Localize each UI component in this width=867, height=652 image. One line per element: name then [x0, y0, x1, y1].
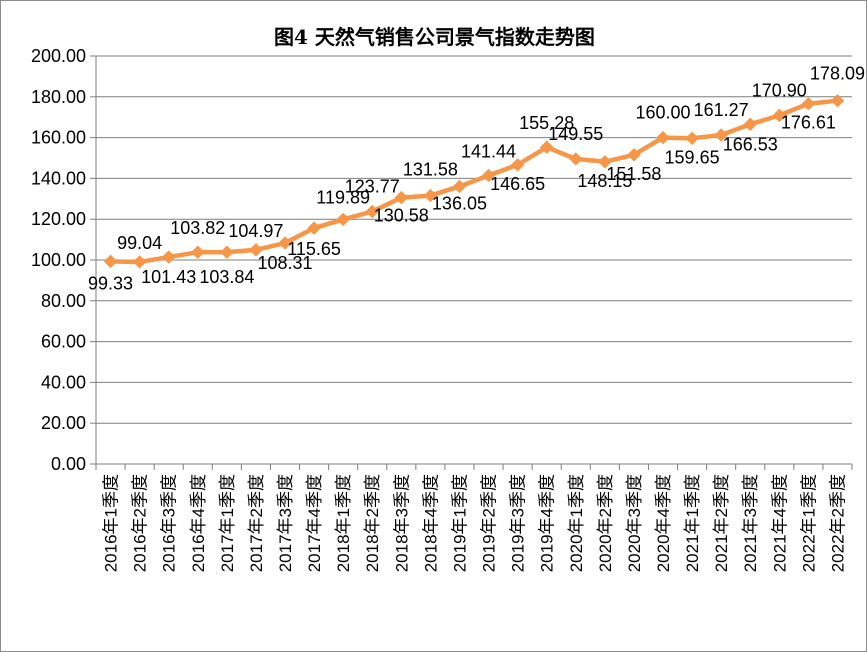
data-label: 101.43 [141, 267, 196, 287]
x-category-label: 2017年3季度 [276, 474, 295, 572]
x-category-label: 2018年4季度 [421, 474, 440, 572]
data-label: 119.89 [316, 187, 370, 207]
data-label: 160.00 [635, 103, 690, 123]
x-category-label: 2019年3季度 [509, 474, 528, 572]
x-category-label: 2019年1季度 [450, 474, 469, 572]
data-label: 131.58 [403, 160, 458, 180]
data-label: 103.82 [170, 218, 225, 238]
x-category-label: 2021年3季度 [741, 474, 760, 572]
data-point-marker [743, 117, 757, 131]
x-category-label: 2021年4季度 [770, 474, 789, 572]
data-label: 155.28 [519, 113, 574, 133]
x-category-label: 2019年4季度 [538, 474, 557, 572]
x-category-label: 2018年2季度 [363, 474, 382, 572]
data-point-marker [452, 179, 467, 194]
data-label: 108.31 [257, 253, 312, 273]
data-label: 176.61 [781, 113, 836, 133]
x-category-label: 2016年1季度 [102, 474, 121, 572]
data-label: 166.53 [723, 134, 778, 154]
x-category-label: 2016年4季度 [189, 474, 208, 572]
data-point-marker [161, 250, 176, 264]
data-label: 123.77 [345, 177, 400, 197]
data-point-marker [830, 93, 845, 108]
data-label: 161.27 [694, 100, 749, 120]
x-category-label: 2021年1季度 [683, 474, 702, 572]
data-label: 170.90 [752, 80, 807, 100]
data-point-marker [249, 243, 263, 257]
data-point-marker [656, 130, 670, 145]
y-tick-label: 200.00 [31, 46, 86, 66]
data-point-marker [772, 108, 787, 123]
x-category-label: 2018年1季度 [334, 474, 353, 572]
chart-title: 图4 天然气销售公司景气指数走势图 [274, 25, 595, 49]
data-point-marker [539, 140, 554, 154]
data-point-marker [510, 158, 525, 172]
y-tick-label: 140.00 [31, 168, 86, 188]
data-label: 178.09 [810, 64, 865, 84]
data-point-marker [481, 168, 496, 183]
data-point-marker [132, 255, 147, 269]
data-point-marker [220, 245, 234, 259]
data-label: 99.33 [88, 273, 133, 293]
data-label: 104.97 [228, 221, 283, 241]
x-category-label: 2018年3季度 [392, 474, 411, 572]
x-category-label: 2017年1季度 [218, 474, 237, 572]
y-tick-label: 20.00 [41, 413, 86, 433]
data-point-marker [394, 190, 409, 205]
data-point-marker [423, 188, 438, 203]
x-category-label: 2016年3季度 [160, 474, 179, 572]
data-point-marker [336, 212, 350, 227]
x-category-label: 2019年2季度 [480, 474, 499, 572]
data-label: 146.65 [490, 174, 545, 194]
x-category-label: 2020年1季度 [567, 474, 586, 572]
data-point-marker [103, 254, 118, 269]
data-label: 141.44 [461, 141, 516, 161]
data-label: 99.04 [117, 233, 162, 253]
data-label: 149.55 [548, 124, 603, 144]
gridlines [90, 55, 852, 465]
y-tick-label: 160.00 [31, 128, 86, 148]
x-category-label: 2017年4季度 [305, 474, 324, 572]
data-point-marker [278, 236, 292, 250]
data-label: 103.84 [199, 267, 254, 287]
x-category-label: 2021年2季度 [712, 474, 731, 572]
data-point-marker [685, 131, 699, 146]
data-point-marker [714, 128, 728, 142]
y-tick-label: 0.00 [51, 454, 86, 474]
data-point-marker [569, 152, 583, 166]
x-category-label: 2020年4季度 [654, 474, 673, 572]
data-label: 115.65 [287, 239, 341, 259]
data-point-marker [627, 148, 641, 162]
x-category-label: 2022年1季度 [799, 474, 818, 572]
x-category-label: 2016年2季度 [131, 474, 150, 572]
x-category-label: 2020年2季度 [596, 474, 615, 572]
x-category-label: 2022年2季度 [828, 474, 847, 572]
data-point-marker [598, 155, 612, 169]
data-label: 159.65 [665, 147, 720, 167]
data-point-marker [365, 204, 379, 219]
data-label: 148.15 [577, 171, 632, 191]
x-category-label: 2017年2季度 [247, 474, 266, 572]
data-point-marker [307, 221, 321, 235]
x-category-label: 2020年3季度 [625, 474, 644, 572]
y-tick-label: 100.00 [31, 250, 86, 270]
y-tick-label: 80.00 [41, 291, 86, 311]
y-tick-label: 120.00 [31, 209, 86, 229]
y-tick-label: 180.00 [31, 87, 86, 107]
data-label: 136.05 [432, 193, 487, 213]
data-label: 151.58 [606, 164, 661, 184]
data-point-marker [191, 245, 205, 259]
y-tick-label: 40.00 [41, 372, 86, 392]
data-point-marker [801, 97, 816, 111]
data-label: 130.58 [374, 206, 429, 226]
y-tick-label: 60.00 [41, 332, 86, 352]
